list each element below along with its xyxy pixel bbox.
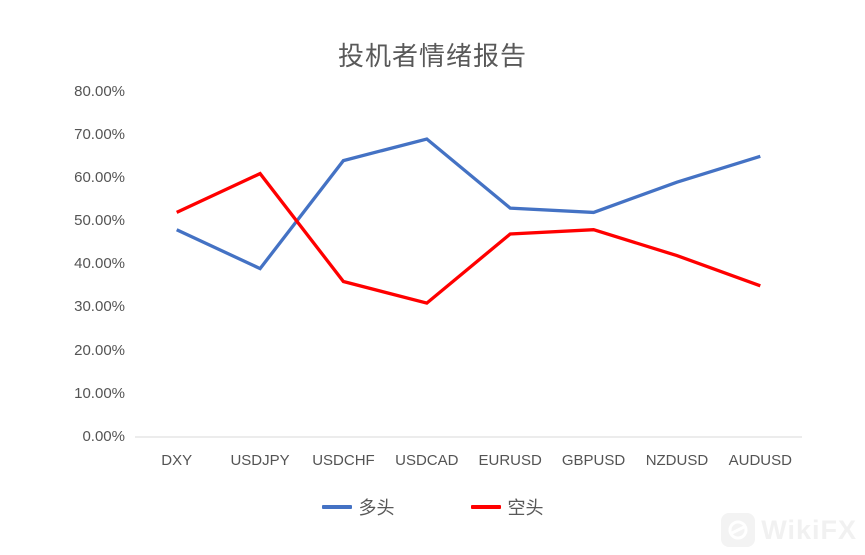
wikifx-logo-icon	[721, 513, 756, 547]
series-line-1	[176, 171, 761, 305]
y-tick-label: 20.00%	[74, 341, 125, 359]
x-tick-label: AUDUSD	[728, 452, 792, 469]
chart-title: 投机者情绪报告	[337, 41, 527, 71]
y-tick-label: 80.00%	[74, 82, 125, 100]
wikifx-label: WikiFX	[761, 514, 857, 545]
series-line-0	[176, 137, 761, 271]
legend-item-0: 多头	[321, 494, 395, 520]
y-tick-label: 50.00%	[74, 212, 125, 230]
x-tick-label: EURUSD	[478, 452, 542, 469]
legend-item-1: 空头	[470, 494, 544, 520]
x-tick-label: USDCHF	[312, 452, 375, 469]
y-tick-label: 10.00%	[74, 384, 125, 402]
y-tick-label: 40.00%	[74, 255, 125, 273]
x-tick-label: GBPUSD	[561, 452, 626, 469]
x-tick-label: USDCAD	[395, 452, 459, 469]
y-tick-label: 60.00%	[74, 168, 125, 186]
wikifx-watermark: WikiFX	[721, 513, 857, 547]
y-tick-label: 70.00%	[74, 125, 125, 143]
x-tick-label: USDJPY	[230, 452, 290, 469]
legend-label: 多头	[358, 498, 395, 518]
legend-label: 空头	[507, 498, 544, 518]
x-tick-label: DXY	[161, 452, 193, 469]
legend-swatch-icon	[321, 505, 352, 509]
y-tick-label: 30.00%	[74, 298, 125, 316]
legend: 多头 空头	[0, 494, 865, 520]
y-tick-label: 0.00%	[82, 428, 125, 445]
legend-swatch-icon	[470, 505, 501, 509]
x-tick-label: NZDUSD	[645, 452, 709, 469]
